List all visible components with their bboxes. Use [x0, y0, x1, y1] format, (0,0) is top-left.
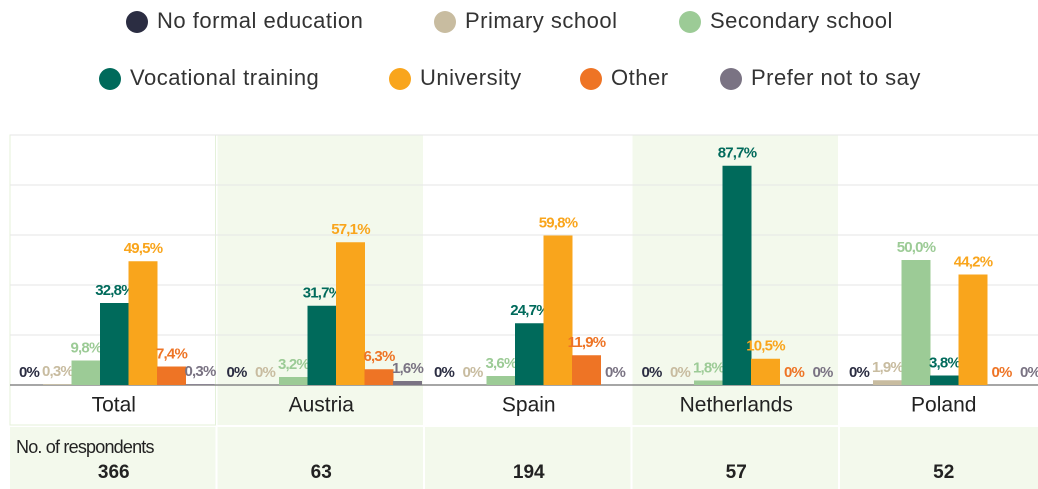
respondents-count: 57 — [726, 462, 747, 483]
value-label: 0% — [812, 364, 833, 381]
respondents-count: 366 — [98, 462, 130, 483]
legend-marker — [126, 11, 148, 33]
bar — [486, 376, 516, 385]
bar — [958, 274, 988, 385]
bar — [100, 303, 129, 385]
bar — [279, 377, 308, 385]
respondents-count: 194 — [513, 462, 545, 483]
bar — [873, 380, 902, 385]
respondents-bg — [217, 427, 423, 489]
legend-marker — [580, 68, 602, 90]
bar — [43, 384, 72, 385]
value-label: 0% — [670, 364, 691, 381]
bar — [751, 358, 780, 385]
legend-marker — [99, 68, 121, 90]
legend-marker — [389, 68, 411, 90]
bar — [128, 261, 158, 385]
legend-label: Secondary school — [710, 8, 893, 33]
value-label: 87,7% — [718, 145, 757, 162]
respondents-count: 52 — [933, 462, 954, 483]
bar — [71, 360, 101, 385]
value-label: 0% — [1020, 364, 1038, 381]
legend-marker — [720, 68, 742, 90]
legend-label: Vocational training — [130, 65, 319, 90]
respondents-count: 63 — [311, 462, 332, 483]
respondents-bg — [632, 427, 838, 489]
respondents-bg — [10, 427, 216, 489]
bar — [185, 384, 215, 385]
value-label: 31,7% — [303, 285, 342, 302]
value-label: 1,8% — [693, 359, 724, 376]
bar — [930, 375, 959, 385]
bar — [543, 235, 573, 385]
value-label: 0% — [434, 364, 455, 381]
value-label: 0% — [784, 364, 805, 381]
value-label: 49,5% — [124, 240, 163, 257]
value-label: 0% — [462, 364, 483, 381]
legend-label: University — [420, 65, 522, 90]
value-label: 24,7% — [510, 302, 549, 319]
value-label: 0% — [226, 364, 247, 381]
bar — [722, 165, 752, 385]
value-label: 44,2% — [954, 253, 993, 270]
value-label: 57,1% — [331, 221, 370, 238]
bar — [307, 305, 337, 385]
value-label: 10,5% — [746, 338, 785, 355]
value-label: 3,6% — [486, 355, 517, 372]
category-label: Poland — [911, 394, 976, 417]
value-label: 1,6% — [392, 360, 423, 377]
value-label: 0% — [641, 364, 662, 381]
value-label: 3,8% — [929, 354, 960, 371]
category-label: Total — [92, 394, 136, 417]
value-label: 1,9% — [872, 359, 903, 376]
bar — [364, 369, 394, 385]
value-label: 9,8% — [71, 339, 102, 356]
value-label: 11,9% — [568, 334, 606, 351]
bar — [393, 381, 422, 385]
value-label: 3,2% — [278, 356, 309, 373]
bar — [901, 260, 931, 385]
value-label: 6,3% — [364, 348, 395, 365]
legend-marker — [679, 11, 701, 33]
value-label: 0% — [255, 364, 276, 381]
value-label: 0% — [991, 364, 1012, 381]
value-label: 0% — [19, 364, 40, 381]
legend-marker — [434, 11, 456, 33]
bar — [336, 242, 365, 385]
bar — [572, 355, 601, 385]
value-label: 32,8% — [95, 282, 134, 299]
bar — [515, 323, 544, 385]
value-label: 0,3% — [185, 363, 216, 380]
respondents-bg — [425, 427, 631, 489]
value-label: 0% — [849, 364, 870, 381]
legend-label: Prefer not to say — [751, 65, 921, 90]
legend-label: Other — [611, 65, 669, 90]
respondents-label: No. of respondents — [16, 437, 154, 457]
legend-label: No formal education — [157, 8, 363, 33]
value-label: 50,0% — [897, 239, 936, 256]
category-label: Netherlands — [680, 394, 793, 417]
value-label: 7,4% — [156, 345, 187, 362]
respondents-bg — [840, 427, 1038, 489]
legend-label: Primary school — [465, 8, 617, 33]
value-label: 0% — [605, 364, 626, 381]
category-label: Spain — [502, 394, 556, 417]
bar — [157, 366, 186, 385]
bar — [694, 380, 723, 385]
category-label: Austria — [289, 394, 355, 417]
value-label: 0,3% — [42, 363, 73, 380]
value-label: 59,8% — [539, 214, 578, 231]
